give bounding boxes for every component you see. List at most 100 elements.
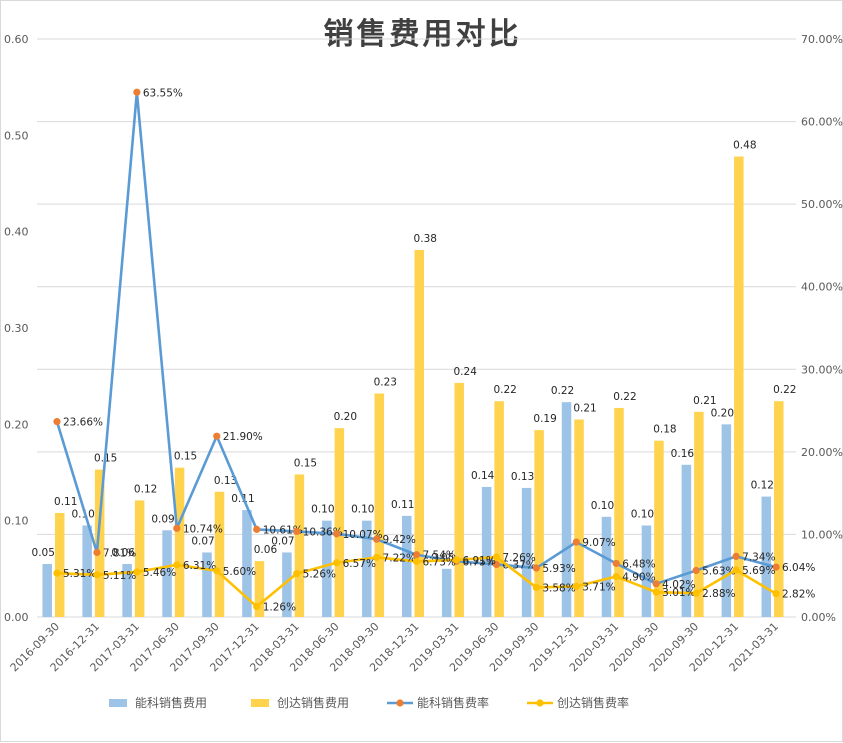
bar-nengke [242,510,252,617]
line-data-label: 4.90% [622,572,655,584]
bar-data-label: 0.11 [391,499,414,511]
bar-data-label: 0.20 [334,411,357,423]
bar-nengke [202,552,212,617]
line-point [732,552,740,560]
line-point [53,418,61,426]
bar-data-label: 0.06 [254,544,278,556]
bar-data-label: 0.23 [374,377,397,389]
bar-nengke [761,496,772,617]
y-right-tick-label: 10.00% [801,528,843,541]
bar-chuangda [54,512,65,617]
y-left-tick-label: 0.00 [4,611,29,624]
line-data-label: 7.34% [742,551,775,563]
bar-nengke [122,564,132,617]
line-data-label: 7.81% [103,548,136,560]
legend-swatch [251,699,269,707]
bar-chuangda [734,156,744,617]
chart-title: 销售费用对比 [323,17,522,52]
line-data-label: 2.82% [782,589,815,601]
line-data-label: 10.36% [303,526,343,538]
line-point [452,556,461,564]
line-point [492,560,500,569]
bar-chuangda [654,440,664,617]
bar-data-label: 0.14 [471,470,495,482]
y-left-tick-label: 0.50 [4,129,29,142]
bar-data-label: 0.10 [311,504,334,516]
y-left-tick-label: 0.60 [4,33,29,46]
y-right-tick-label: 0.00% [801,611,836,624]
bar-data-label: 0.22 [551,385,574,397]
bar-data-label: 0.10 [591,500,614,512]
bar-nengke [481,486,492,617]
bar-chuangda [694,411,704,617]
line-point [692,566,700,575]
bar-data-label: 0.22 [613,391,636,403]
bar-data-label: 0.19 [533,413,556,425]
legend-marker [536,699,544,707]
bar-data-label: 0.09 [151,513,174,525]
line-point [772,590,780,598]
line-point [532,583,540,592]
bar-chuangda [94,469,105,617]
line-point [173,561,181,569]
line-data-label: 4.02% [662,579,695,591]
line-data-label: 5.46% [143,567,176,579]
y-right-tick-label: 60.00% [801,116,843,129]
legend-swatch [109,699,127,707]
line-data-label: 10.61% [263,524,303,536]
bar-chuangda [574,419,584,617]
bar-chuangda [614,407,624,617]
line-data-label: 5.26% [303,569,336,581]
line-data-label: 5.63% [702,566,735,578]
line-data-label: 6.31% [183,560,216,572]
line-data-label: 5.69% [742,565,775,577]
line-point [372,535,381,543]
bar-data-label: 0.10 [351,504,374,516]
bar-nengke [322,520,332,617]
y-right-tick-label: 70.00% [801,33,843,46]
line-data-label: 7.26% [502,552,535,564]
legend-label: 能科销售费用 [135,695,207,710]
y-right-tick-label: 50.00% [801,198,843,211]
bar-data-label: 0.16 [671,448,695,460]
line-data-label: 6.48% [622,558,655,570]
line-point [253,525,261,533]
bar-data-label: 0.38 [414,233,437,245]
line-data-label: 23.66% [63,417,103,429]
line-point [333,530,341,538]
bar-nengke [521,487,532,617]
line-data-label: 2.88% [702,588,735,600]
bar-nengke [721,424,732,617]
line-point [412,551,421,559]
bar-chuangda [534,430,544,617]
bar-nengke [82,525,92,617]
bar-nengke [641,525,652,617]
line-data-label: 6.04% [782,562,815,574]
line-data-label: 3.01% [662,587,695,599]
bar-data-label: 0.18 [653,424,676,436]
y-left-tick-label: 0.10 [4,515,29,528]
y-right-tick-label: 30.00% [801,363,843,376]
y-left-tick-label: 0.30 [4,322,29,335]
line-point [652,580,660,588]
bar-data-label: 0.15 [294,457,317,469]
line-point [133,568,141,576]
bar-data-label: 0.07 [191,535,214,547]
bar-nengke [441,568,452,617]
bar-chuangda [414,249,424,617]
line-data-label: 21.90% [223,431,263,443]
bar-data-label: 0.12 [134,483,157,495]
legend-label: 创达销售费用 [277,695,349,710]
line-data-label: 6.57% [343,558,376,570]
bar-data-label: 0.10 [631,508,654,520]
line-data-label: 5.93% [542,563,575,575]
bar-chuangda [214,491,225,617]
bar-chuangda [174,467,185,617]
bar-chuangda [134,500,145,617]
bar-data-label: 0.13 [511,471,534,483]
line-point [372,553,381,561]
line-data-label: 10.07% [343,529,383,541]
bar-chuangda [294,474,305,617]
bar-data-label: 0.21 [693,395,716,407]
line-data-label: 6.73% [423,556,456,568]
